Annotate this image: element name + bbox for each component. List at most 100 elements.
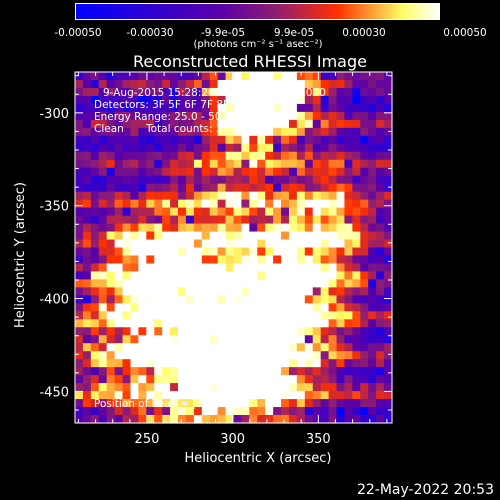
heatmap-cell: [376, 135, 385, 145]
heatmap-cell: [122, 143, 132, 153]
heatmap-cell: [304, 303, 314, 312]
heatmap-cell: [233, 183, 243, 193]
heatmap-cell: [106, 383, 116, 392]
heatmap-cell: [201, 391, 211, 400]
heatmap-cell: [98, 335, 108, 344]
heatmap-cell: [257, 319, 266, 328]
heatmap-cell: [98, 319, 108, 328]
heatmap-cell: [170, 359, 179, 368]
heatmap-cell: [106, 79, 116, 89]
heatmap-cell: [344, 151, 353, 161]
heatmap-cell: [75, 359, 84, 368]
heatmap-cell: [352, 287, 361, 296]
heatmap-cell: [154, 183, 163, 193]
heatmap-cell: [170, 271, 179, 281]
heatmap-cell: [114, 367, 124, 376]
heatmap-cell: [193, 327, 203, 336]
heatmap-cell: [209, 231, 219, 241]
heatmap-cell: [138, 175, 147, 185]
heatmap-cell: [90, 391, 100, 400]
heatmap-cell: [352, 215, 361, 225]
heatmap-cell: [122, 215, 132, 225]
heatmap-cell: [273, 271, 282, 281]
heatmap-cell: [281, 263, 290, 273]
heatmap-cell: [154, 103, 163, 113]
heatmap-cell: [257, 183, 266, 193]
heatmap-cell: [90, 119, 100, 129]
heatmap-cell: [225, 239, 235, 249]
heatmap-cell: [75, 119, 84, 129]
heatmap-cell: [249, 375, 258, 384]
heatmap-cell: [122, 327, 132, 336]
heatmap-cell: [304, 207, 314, 217]
heatmap-cell: [225, 247, 235, 257]
heatmap-cell: [122, 415, 132, 424]
heatmap-cell: [328, 295, 338, 304]
heatmap-cell: [201, 367, 211, 376]
heatmap-cell: [201, 271, 211, 281]
heatmap-cell: [185, 287, 195, 296]
heatmap-cell: [114, 407, 124, 416]
heatmap-cell: [312, 279, 322, 288]
heatmap-cell: [178, 151, 187, 161]
heatmap-cell: [114, 127, 124, 137]
heatmap-cell: [273, 407, 282, 416]
heatmap-cell: [217, 79, 227, 89]
heatmap-cell: [201, 327, 211, 336]
heatmap-cell: [217, 199, 227, 209]
heatmap-cell: [146, 295, 155, 304]
heatmap-cell: [185, 319, 195, 328]
heatmap-cell: [304, 167, 314, 177]
heatmap-cell: [225, 407, 235, 416]
heatmap-cell: [328, 247, 338, 257]
heatmap-cell: [138, 255, 147, 265]
heatmap-cell: [170, 135, 179, 145]
heatmap-cell: [368, 327, 377, 336]
heatmap-cell: [146, 183, 155, 193]
heatmap-cell: [281, 175, 290, 185]
heatmap-cell: [138, 127, 147, 137]
heatmap-cell: [320, 159, 330, 169]
heatmap-cell: [90, 303, 100, 312]
heatmap-cell: [75, 103, 84, 113]
heatmap-cell: [376, 343, 385, 352]
heatmap-cell: [257, 143, 266, 153]
heatmap-cell: [273, 295, 282, 304]
heatmap-cell: [312, 127, 322, 137]
heatmap-cell: [249, 311, 258, 320]
heatmap-cell: [304, 72, 314, 81]
heatmap-cell: [376, 415, 385, 424]
heatmap-cell: [162, 287, 171, 296]
heatmap-cell: [296, 127, 306, 137]
heatmap-cell: [249, 159, 258, 169]
heatmap-cell: [352, 407, 361, 416]
heatmap-cell: [114, 87, 124, 97]
heatmap-cell: [257, 223, 266, 233]
heatmap-cell: [304, 335, 314, 344]
heatmap-cell: [312, 72, 322, 81]
heatmap-cell: [257, 279, 266, 288]
heatmap-cell: [336, 223, 346, 233]
heatmap-cell: [114, 103, 124, 113]
heatmap-cell: [281, 79, 290, 89]
heatmap-cell: [106, 343, 116, 352]
heatmap-cell: [273, 127, 282, 137]
heatmap-cell: [273, 95, 282, 105]
heatmap-cell: [98, 279, 108, 288]
heatmap-cell: [360, 375, 369, 384]
heatmap-cell: [249, 263, 258, 273]
heatmap-cell: [296, 79, 306, 89]
heatmap-cell: [122, 72, 132, 81]
heatmap-cell: [384, 399, 393, 408]
heatmap-cell: [344, 79, 353, 89]
heatmap-cell: [225, 375, 235, 384]
heatmap-cell: [320, 351, 330, 360]
heatmap-cell: [233, 72, 243, 81]
heatmap-cell: [360, 311, 369, 320]
heatmap-cell: [154, 159, 163, 169]
heatmap-cell: [360, 119, 369, 129]
heatmap-cell: [384, 111, 393, 121]
heatmap-cell: [75, 399, 84, 408]
heatmap-cell: [273, 391, 282, 400]
heatmap-cell: [336, 343, 346, 352]
